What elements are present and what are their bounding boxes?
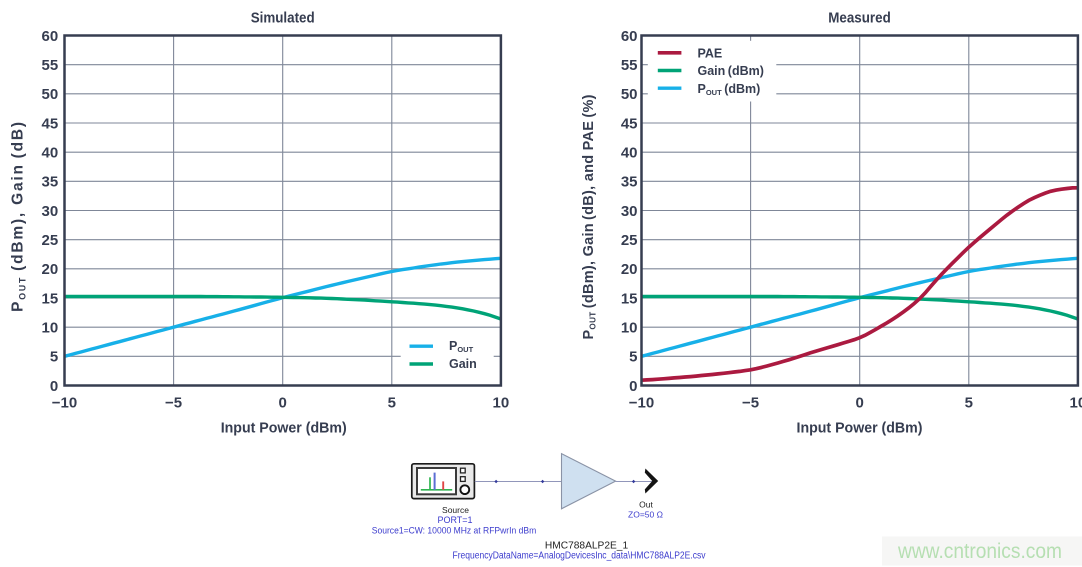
svg-text:Simulated: Simulated <box>251 10 315 27</box>
svg-text:Input Power (dBm): Input Power (dBm) <box>221 419 347 436</box>
svg-text:40: 40 <box>621 145 638 162</box>
svg-text:50: 50 <box>621 86 638 103</box>
svg-text:0: 0 <box>50 378 58 395</box>
svg-text:−5: −5 <box>165 395 182 412</box>
svg-text:0: 0 <box>629 378 637 395</box>
svg-text:Gain (dBm): Gain (dBm) <box>698 64 764 78</box>
svg-text:HMC788ALP2E_1: HMC788ALP2E_1 <box>545 541 629 552</box>
svg-text:Gain: Gain <box>449 357 477 371</box>
svg-text:5: 5 <box>388 395 396 412</box>
svg-text:PORT=1: PORT=1 <box>437 515 472 525</box>
svg-text:−5: −5 <box>742 395 759 412</box>
svg-text:55: 55 <box>42 57 59 74</box>
svg-text:30: 30 <box>621 203 638 220</box>
svg-text:5: 5 <box>965 395 973 412</box>
svg-text:0: 0 <box>856 395 864 412</box>
svg-text:25: 25 <box>621 232 638 249</box>
svg-text:10: 10 <box>493 395 510 412</box>
svg-text:20: 20 <box>42 261 59 278</box>
svg-text:www.cntronics.com: www.cntronics.com <box>897 539 1062 563</box>
svg-text:60: 60 <box>621 28 638 45</box>
svg-text:30: 30 <box>42 203 59 220</box>
svg-text:5: 5 <box>629 349 637 366</box>
svg-text:5: 5 <box>50 349 58 366</box>
svg-text:Measured: Measured <box>828 10 891 27</box>
svg-text:POUT (dBm), Gain (dB): POUT (dBm), Gain (dB) <box>10 120 28 312</box>
svg-text:−10: −10 <box>52 395 77 412</box>
svg-text:35: 35 <box>42 174 59 191</box>
svg-text:35: 35 <box>621 174 638 191</box>
svg-text:10: 10 <box>621 320 638 337</box>
svg-text:Source1=CW: 10000 MHz at RFPwr: Source1=CW: 10000 MHz at RFPwrIn dBm <box>372 525 537 535</box>
svg-text:10: 10 <box>42 320 59 337</box>
svg-text:20: 20 <box>621 261 638 278</box>
svg-text:FrequencyDataName=AnalogDevice: FrequencyDataName=AnalogDevicesInc_data\… <box>453 550 706 561</box>
svg-text:Input Power (dBm): Input Power (dBm) <box>797 419 923 436</box>
svg-text:Source: Source <box>442 505 469 515</box>
svg-text:25: 25 <box>42 232 59 249</box>
svg-text:50: 50 <box>42 86 59 103</box>
svg-text:Out: Out <box>639 500 653 510</box>
svg-text:40: 40 <box>42 145 59 162</box>
svg-text:15: 15 <box>42 290 59 307</box>
svg-text:ZO=50 Ω: ZO=50 Ω <box>628 509 663 519</box>
svg-text:10: 10 <box>1070 395 1082 412</box>
svg-text:POUT (dBm), Gain (dB), and PAE: POUT (dBm), Gain (dB), and PAE (%) <box>581 94 598 339</box>
svg-text:55: 55 <box>621 57 638 74</box>
svg-text:PAE: PAE <box>698 46 723 60</box>
svg-text:0: 0 <box>279 395 287 412</box>
svg-text:45: 45 <box>42 115 59 132</box>
svg-text:15: 15 <box>621 290 638 307</box>
svg-text:−10: −10 <box>629 395 654 412</box>
svg-text:60: 60 <box>42 28 59 45</box>
svg-text:45: 45 <box>621 115 638 132</box>
